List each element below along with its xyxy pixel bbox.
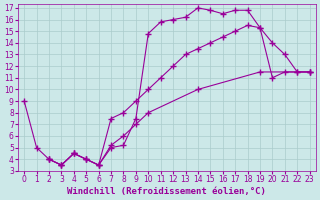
X-axis label: Windchill (Refroidissement éolien,°C): Windchill (Refroidissement éolien,°C) <box>68 187 266 196</box>
